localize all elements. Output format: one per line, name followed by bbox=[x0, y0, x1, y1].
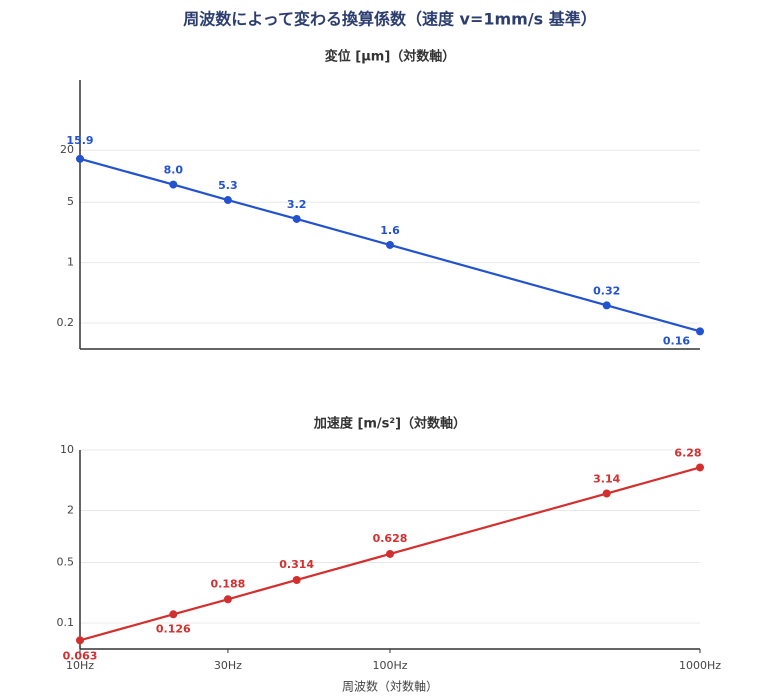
value-label: 6.28 bbox=[674, 446, 701, 459]
value-label: 15.9 bbox=[66, 134, 93, 147]
value-label: 0.16 bbox=[663, 334, 690, 347]
value-label: 0.188 bbox=[211, 577, 246, 590]
value-label: 0.126 bbox=[156, 622, 191, 635]
point bbox=[602, 301, 611, 310]
x-tick-label: 100Hz bbox=[372, 659, 407, 672]
value-label: 3.2 bbox=[287, 198, 307, 211]
x-axis-label: 周波数（対数軸） bbox=[342, 679, 438, 694]
value-label: 0.314 bbox=[279, 558, 314, 571]
point bbox=[223, 595, 232, 604]
subtitle: 加速度 [m/s²]（対数軸） bbox=[313, 416, 466, 432]
value-label: 0.628 bbox=[373, 532, 408, 545]
y-tick-label: 0.2 bbox=[57, 316, 75, 329]
page-title: 周波数によって変わる換算係数（速度 v=1mm/s 基準） bbox=[183, 10, 597, 29]
value-label: 1.6 bbox=[380, 224, 400, 237]
y-tick-label: 1 bbox=[67, 256, 74, 269]
point bbox=[76, 636, 84, 645]
value-label: 3.14 bbox=[593, 473, 620, 486]
point bbox=[696, 327, 704, 336]
y-tick-label: 10 bbox=[60, 443, 74, 456]
point bbox=[386, 240, 394, 249]
subtitle: 変位 [μm]（対数軸） bbox=[325, 49, 456, 65]
point bbox=[602, 489, 611, 498]
value-label: 5.3 bbox=[218, 179, 238, 192]
point bbox=[76, 154, 84, 163]
point bbox=[223, 196, 232, 205]
y-tick-label: 0.5 bbox=[57, 556, 75, 569]
value-label: 0.063 bbox=[63, 649, 98, 662]
value-label: 8.0 bbox=[164, 164, 184, 177]
point bbox=[169, 180, 178, 189]
x-tick-label: 10Hz bbox=[66, 659, 94, 672]
y-tick-label: 2 bbox=[67, 503, 74, 516]
y-tick-label: 0.1 bbox=[57, 616, 75, 629]
point bbox=[386, 549, 394, 558]
y-tick-label: 20 bbox=[60, 143, 74, 156]
point bbox=[696, 463, 704, 472]
x-tick-label: 30Hz bbox=[214, 659, 242, 672]
value-label: 0.32 bbox=[593, 284, 620, 297]
point bbox=[292, 575, 301, 584]
y-tick-label: 5 bbox=[67, 195, 74, 208]
point bbox=[169, 610, 178, 619]
x-tick-label: 1000Hz bbox=[679, 659, 721, 672]
point bbox=[292, 214, 301, 223]
